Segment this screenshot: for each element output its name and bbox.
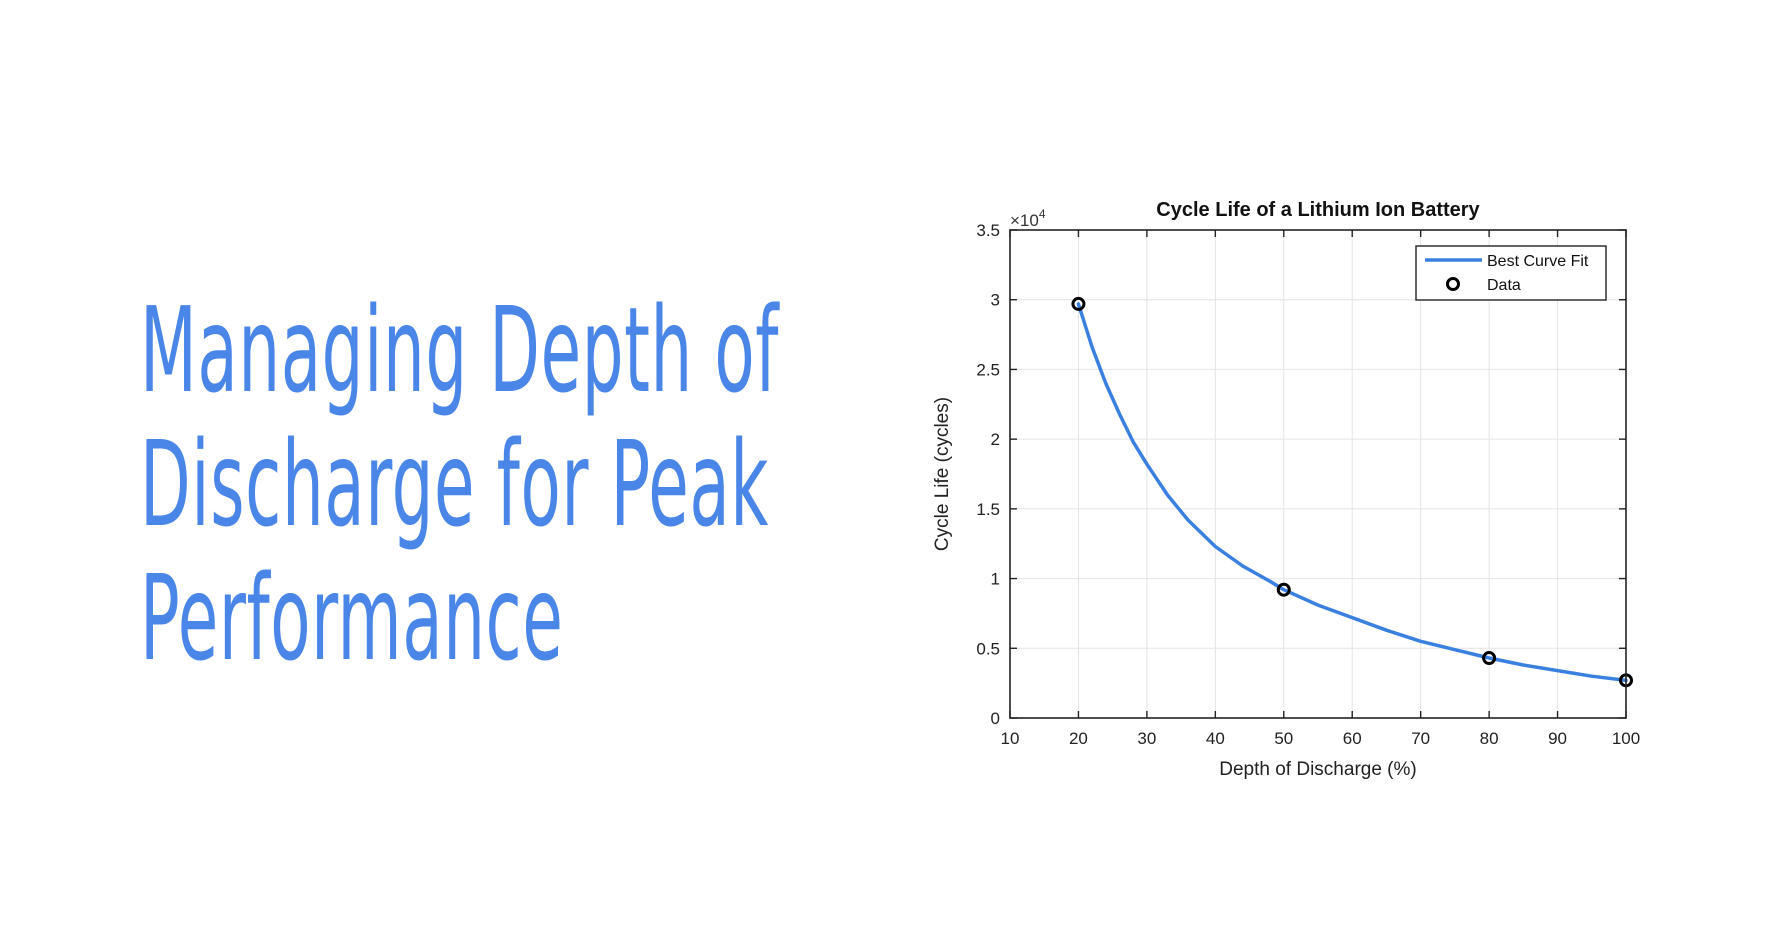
headline: Managing Depth of Discharge for Peak Per… — [140, 281, 780, 687]
y-tick-label: 0 — [991, 709, 1000, 728]
y-tick-label: 0.5 — [976, 639, 1000, 658]
y-exponent-base: ×10 — [1010, 211, 1039, 230]
axis-ticks — [1009, 229, 1627, 719]
plot-frame — [1009, 229, 1627, 719]
headline-line-1: Managing Depth of — [140, 281, 780, 419]
y-exponent-power: 4 — [1039, 207, 1046, 221]
data-point — [1482, 651, 1497, 666]
headline-line-3: Performance — [140, 549, 564, 687]
x-tick-label: 50 — [1274, 729, 1293, 748]
legend-label-data: Data — [1487, 277, 1521, 294]
chart-title: Cycle Life of a Lithium Ion Battery — [1156, 199, 1480, 221]
legend-box — [1415, 245, 1607, 301]
x-tick-label: 70 — [1411, 729, 1430, 748]
y-tick-label: 2.5 — [976, 360, 1000, 379]
tick-labels: 10 20 30 40 50 60 70 80 90 100 0 0.5 1 1.5 2 2.5 3 3.5 — [976, 221, 1640, 748]
x-tick-label: 60 — [1343, 729, 1362, 748]
y-tick-label: 1.5 — [976, 500, 1000, 519]
best-curve-fit-line — [1076, 302, 1628, 683]
x-tick-label: 30 — [1137, 729, 1156, 748]
y-exponent-label: ×104 — [1010, 207, 1046, 230]
y-tick-label: 3 — [991, 291, 1000, 310]
x-tick-label: 80 — [1480, 729, 1499, 748]
data-point — [1071, 296, 1086, 311]
y-axis-label: Cycle Life (cycles) — [932, 397, 953, 551]
data-point — [1276, 582, 1291, 597]
x-axis-label: Depth of Discharge (%) — [1219, 759, 1416, 780]
legend-label-fit: Best Curve Fit — [1487, 253, 1589, 270]
x-tick-label: 90 — [1548, 729, 1567, 748]
x-tick-label: 20 — [1069, 729, 1088, 748]
legend-marker-swatch — [1446, 277, 1460, 291]
y-tick-label: 2 — [991, 430, 1000, 449]
y-tick-label: 1 — [991, 570, 1000, 589]
cycle-life-chart: Cycle Life of a Lithium Ion Battery 10 20… — [932, 199, 1640, 780]
x-tick-label: 100 — [1612, 729, 1640, 748]
grid-lines — [1009, 229, 1627, 719]
legend: Best Curve Fit Data — [1415, 245, 1607, 301]
headline-line-2: Discharge for Peak — [140, 415, 770, 553]
y-tick-label: 3.5 — [976, 221, 1000, 240]
x-tick-label: 40 — [1206, 729, 1225, 748]
x-tick-label: 10 — [1001, 729, 1020, 748]
